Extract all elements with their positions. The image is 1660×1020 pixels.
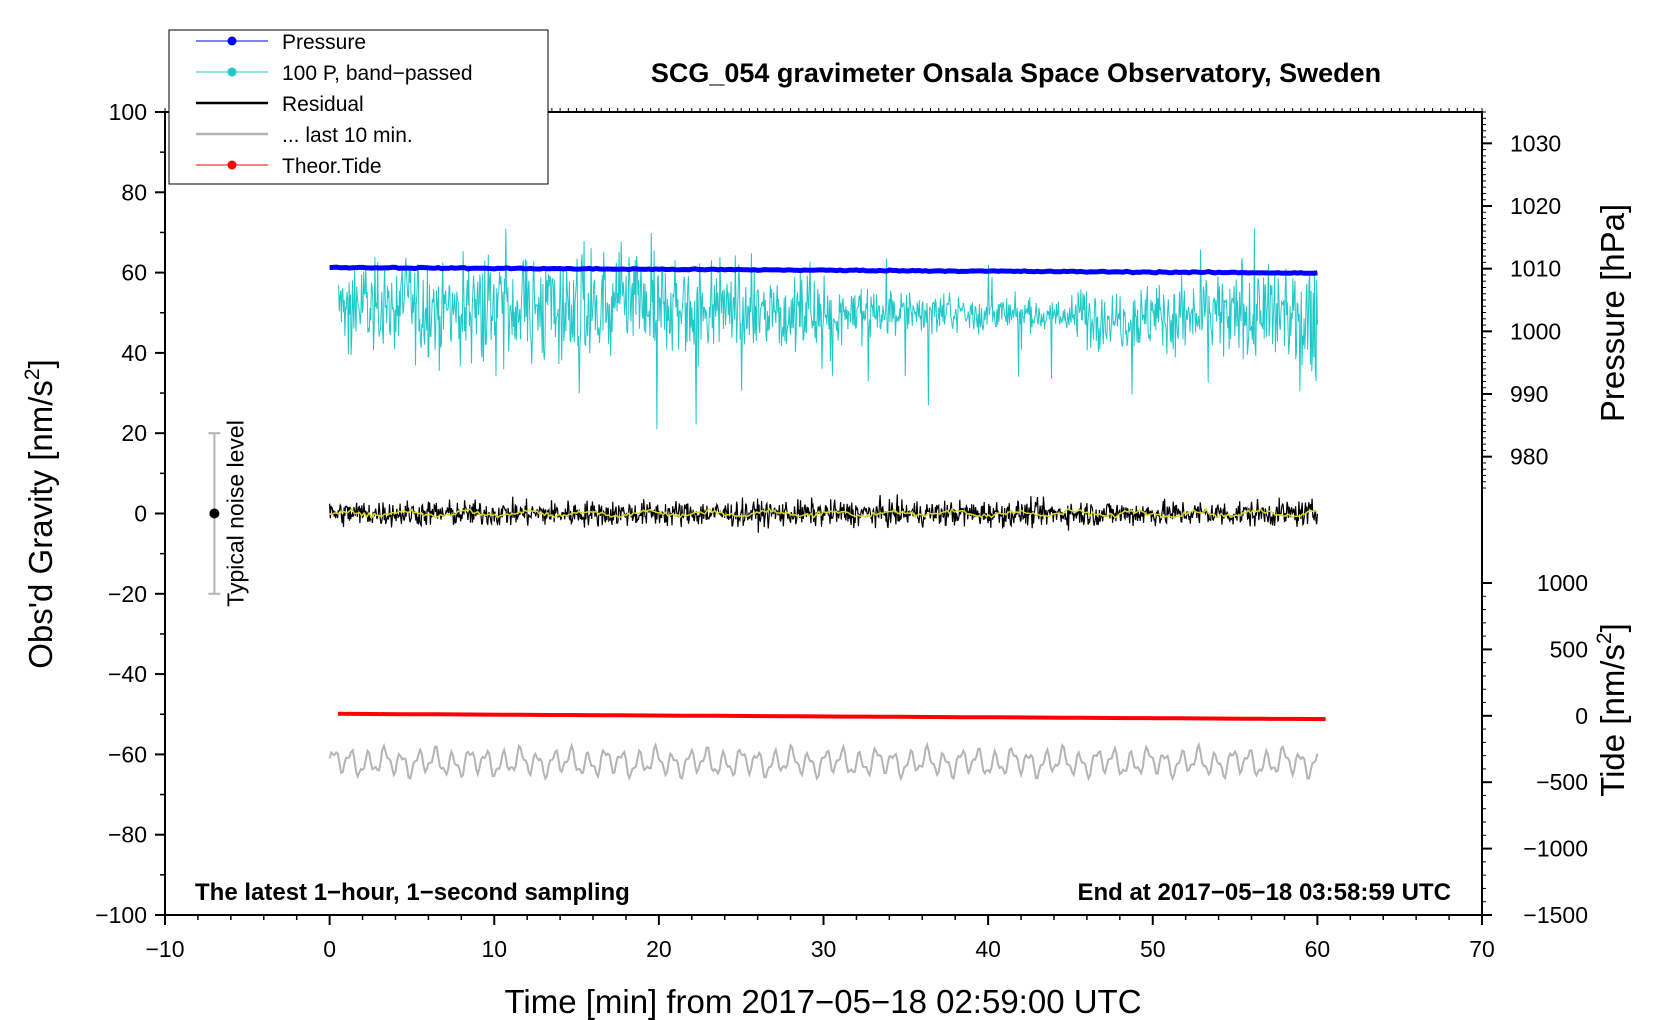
y-tick-label: 100 (109, 99, 147, 125)
tide-tick-label: 1000 (1537, 570, 1588, 596)
pressure-tick-label: 1010 (1510, 256, 1561, 282)
y-axis-label-main: Obs'd Gravity [nm/s (22, 380, 59, 669)
x-tick-label: 70 (1469, 936, 1495, 962)
x-tick-label: 20 (646, 936, 672, 962)
y-tick-label: 80 (121, 179, 147, 205)
y-tick-label: 40 (121, 340, 147, 366)
y-tick-label: 60 (121, 260, 147, 286)
tide-tick-label: −1000 (1523, 836, 1588, 862)
note-left: The latest 1−hour, 1−second sampling (195, 879, 630, 906)
pressure-axis-label: Pressure [hPa] (1594, 204, 1631, 422)
tide-tick-label: −500 (1536, 769, 1588, 795)
y-tick-label: 0 (134, 501, 147, 527)
noise-label: Typical noise level (222, 420, 248, 607)
series-layer (328, 228, 1326, 782)
y-tick-label: −100 (95, 902, 147, 928)
tide-tick-labels: 1000 500 0 −500 −1000 −1500 (1523, 570, 1588, 928)
legend: Pressure 100 P, band−passed Residual ... la… (168, 29, 549, 185)
y-tick-labels: 100 80 60 40 20 0 −20 −40 −60 −80 −100 (95, 99, 147, 928)
legend-label: Residual (282, 93, 364, 116)
tide-axis-label-sup: 2 (1593, 632, 1616, 644)
legend-label: Theor.Tide (282, 155, 382, 178)
series-residual-smoothed (329, 507, 1318, 520)
x-tick-label: 10 (481, 936, 507, 962)
y-axis-label: Obs'd Gravity [nm/s2] (21, 359, 59, 669)
pressure-tick-label: 990 (1510, 381, 1548, 407)
x-tick-label: −10 (145, 936, 184, 962)
tide-axis-label: Tide [nm/s2] (1593, 623, 1631, 797)
y-tick-label: −40 (108, 661, 147, 687)
y-tick-label: 20 (121, 420, 147, 446)
pressure-tick-label: 1000 (1510, 318, 1561, 344)
noise-bar-center (209, 508, 220, 519)
y-axis-label-end: ] (22, 359, 59, 368)
note-right: End at 2017−05−18 03:58:59 UTC (1077, 879, 1451, 906)
x-axis-label: Time [min] from 2017−05−18 02:59:00 UTC (504, 983, 1141, 1020)
series-residual (329, 494, 1318, 533)
chart-title: SCG_054 gravimeter Onsala Space Observat… (651, 58, 1381, 88)
tide-tick-label: 500 (1550, 636, 1588, 662)
legend-marker (227, 160, 237, 170)
series-pressure (329, 264, 1318, 276)
x-tick-label: 0 (323, 936, 336, 962)
axis-ticks (155, 108, 1492, 925)
series-theor-tide (337, 711, 1326, 722)
legend-marker (227, 36, 237, 46)
x-tick-label: 50 (1140, 936, 1166, 962)
legend-label: Pressure (282, 31, 366, 54)
legend-box (168, 29, 549, 185)
pressure-tick-labels: 980 990 1000 1010 1020 1030 (1510, 130, 1561, 469)
y-tick-label: −20 (108, 581, 147, 607)
x-tick-labels: −10 0 10 20 30 40 50 60 70 (145, 936, 1494, 962)
tide-axis-label-main: Tide [nm/s (1594, 644, 1631, 797)
y-tick-label: −60 (108, 741, 147, 767)
pressure-tick-label: 1030 (1510, 130, 1561, 156)
tide-tick-label: −1500 (1523, 902, 1588, 928)
tide-axis-label-end: ] (1594, 623, 1631, 632)
legend-label: ... last 10 min. (282, 124, 413, 147)
x-tick-label: 40 (975, 936, 1001, 962)
series-bandpassed-pressure (337, 228, 1318, 430)
x-tick-label: 60 (1305, 936, 1331, 962)
series-last-10-min (328, 741, 1319, 782)
pressure-tick-label: 1020 (1510, 193, 1561, 219)
y-tick-label: −80 (108, 822, 147, 848)
legend-label: 100 P, band−passed (282, 62, 473, 85)
legend-marker (227, 67, 237, 77)
x-tick-label: 30 (811, 936, 837, 962)
tide-tick-label: 0 (1575, 703, 1588, 729)
pressure-tick-label: 980 (1510, 444, 1548, 470)
y-axis-label-sup: 2 (21, 368, 44, 380)
noise-bar (208, 432, 221, 595)
